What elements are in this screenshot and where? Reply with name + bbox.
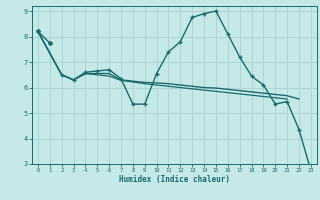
X-axis label: Humidex (Indice chaleur): Humidex (Indice chaleur) bbox=[119, 175, 230, 184]
